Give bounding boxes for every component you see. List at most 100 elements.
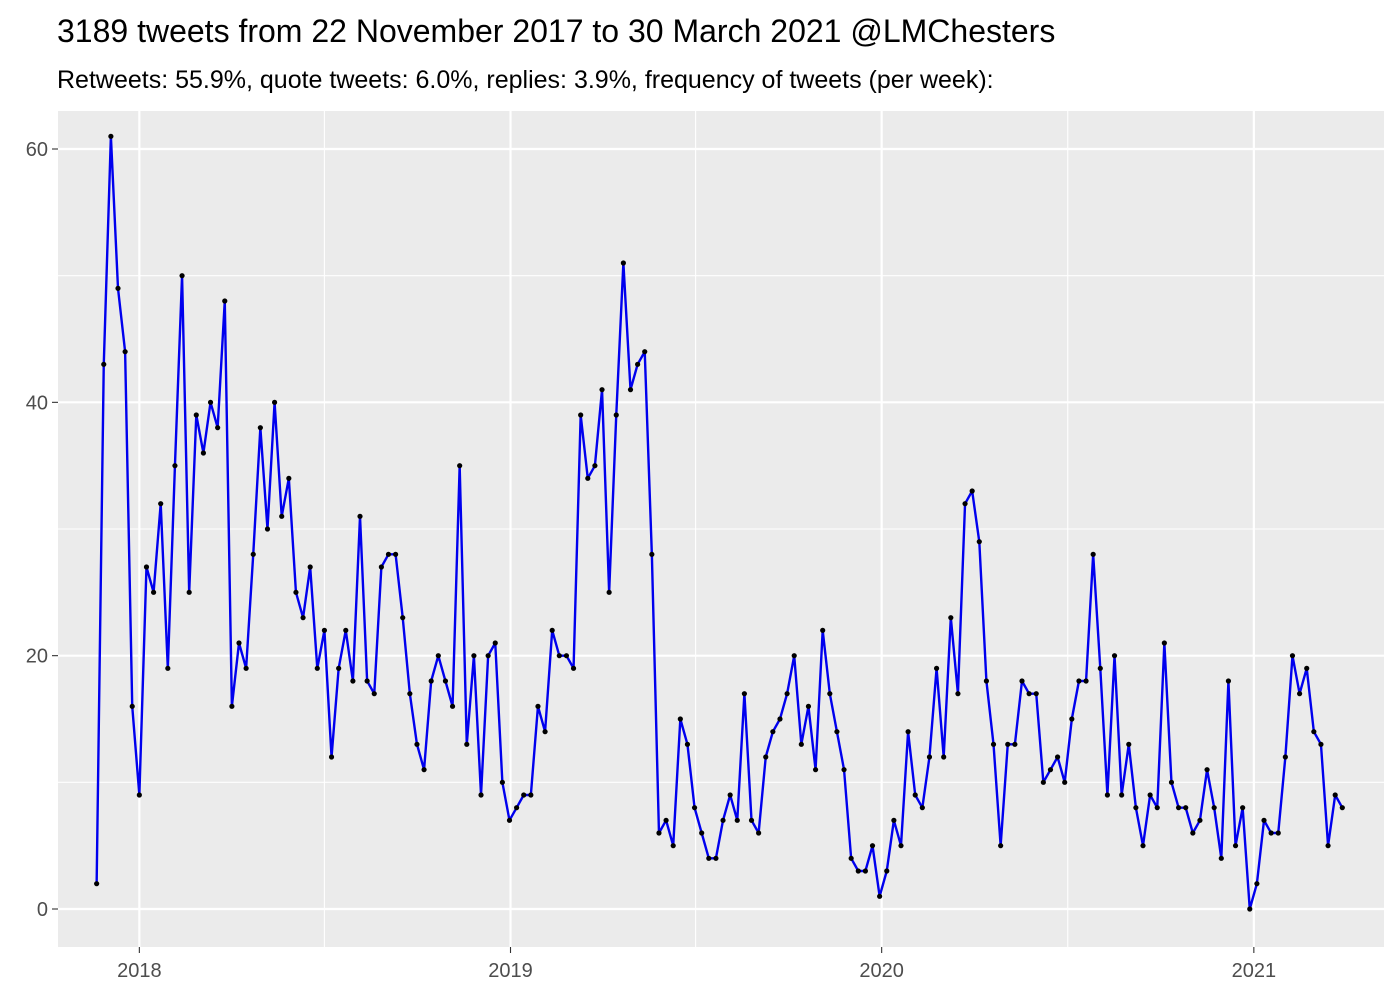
data-point: [1275, 830, 1281, 836]
data-point: [969, 488, 975, 494]
data-point: [855, 868, 861, 874]
data-point: [499, 779, 505, 785]
data-point: [613, 412, 619, 418]
data-point: [271, 399, 278, 405]
data-point: [1104, 792, 1111, 798]
data-point: [635, 361, 641, 367]
data-point: [563, 653, 570, 659]
data-point: [834, 729, 840, 735]
data-point: [1261, 817, 1267, 823]
data-point: [578, 412, 584, 418]
data-point: [706, 855, 712, 861]
data-point: [756, 830, 762, 836]
data-point: [642, 349, 648, 355]
data-point: [1254, 881, 1260, 887]
data-point: [1175, 805, 1182, 811]
data-point: [1168, 779, 1175, 785]
data-point: [1019, 678, 1025, 684]
data-point: [1076, 678, 1082, 684]
data-point: [1097, 665, 1103, 671]
data-point: [898, 843, 904, 849]
data-point: [293, 589, 299, 595]
data-point: [556, 653, 562, 659]
data-point: [777, 716, 783, 722]
major-gridlines: [58, 111, 1384, 947]
data-point: [172, 463, 178, 469]
series-line: [95, 135, 1344, 911]
data-point: [741, 691, 747, 697]
data-point: [350, 678, 356, 684]
series-points: [94, 133, 1345, 912]
data-point: [770, 729, 776, 735]
data-point: [279, 513, 285, 519]
x-tick-label: 2021: [1232, 960, 1277, 982]
data-point: [713, 855, 719, 861]
data-point: [990, 741, 997, 747]
data-point: [1218, 855, 1224, 861]
data-point: [699, 830, 705, 836]
data-point: [193, 412, 199, 418]
data-point: [200, 450, 207, 456]
data-point: [791, 653, 797, 659]
data-point: [129, 703, 135, 709]
data-point: [627, 387, 634, 393]
data-point: [1005, 741, 1011, 747]
data-point: [585, 475, 591, 481]
data-point: [983, 678, 990, 684]
data-point: [179, 273, 185, 279]
data-point: [784, 691, 790, 697]
data-point: [400, 615, 406, 621]
data-point: [243, 665, 249, 671]
data-point: [364, 678, 370, 684]
data-point: [727, 792, 733, 798]
data-point: [1090, 551, 1096, 557]
x-tick-label: 2020: [859, 960, 904, 982]
data-point: [357, 513, 363, 519]
data-point: [521, 792, 527, 798]
data-point: [941, 754, 947, 760]
data-point: [1154, 805, 1160, 811]
data-point: [471, 653, 477, 659]
data-point: [1247, 906, 1253, 912]
data-point: [1012, 741, 1018, 747]
data-point: [748, 817, 755, 823]
data-point: [1225, 678, 1232, 684]
data-point: [1069, 716, 1075, 722]
data-point: [1268, 830, 1274, 836]
y-tick-label: 60: [26, 139, 48, 161]
data-point: [891, 817, 897, 823]
data-point: [378, 564, 384, 570]
data-point: [926, 754, 933, 760]
data-point: [328, 754, 335, 760]
data-point: [528, 792, 534, 798]
data-point: [307, 564, 313, 570]
data-point: [812, 767, 819, 773]
data-point: [841, 767, 847, 773]
data-point: [1147, 792, 1153, 798]
data-point: [215, 425, 221, 431]
data-point: [1033, 691, 1039, 697]
data-point: [1140, 843, 1146, 849]
data-point: [869, 843, 876, 849]
data-point: [1126, 741, 1132, 747]
data-point: [670, 843, 676, 849]
data-point: [1190, 830, 1196, 836]
data-point: [1026, 691, 1032, 697]
data-point: [464, 741, 470, 747]
data-point: [343, 627, 349, 633]
minor-gridlines: [58, 111, 1384, 947]
data-point: [1297, 691, 1303, 697]
data-point: [257, 425, 263, 431]
data-point: [229, 703, 235, 709]
data-point: [442, 678, 449, 684]
data-point: [877, 893, 883, 899]
data-point: [976, 539, 982, 545]
data-point: [962, 501, 968, 507]
data-point: [599, 387, 605, 393]
data-point: [1161, 640, 1167, 646]
data-point: [1232, 843, 1239, 849]
data-point: [421, 767, 427, 773]
data-point: [677, 716, 683, 722]
data-point: [1211, 805, 1217, 811]
